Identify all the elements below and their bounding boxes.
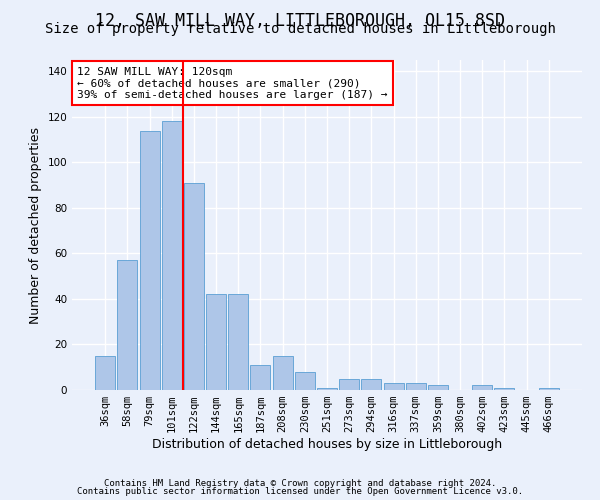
Text: Contains public sector information licensed under the Open Government Licence v3: Contains public sector information licen… bbox=[77, 487, 523, 496]
Bar bbox=[406, 383, 426, 390]
Text: 12 SAW MILL WAY: 120sqm
← 60% of detached houses are smaller (290)
39% of semi-d: 12 SAW MILL WAY: 120sqm ← 60% of detache… bbox=[77, 66, 388, 100]
Bar bbox=[295, 372, 315, 390]
Bar bbox=[250, 365, 271, 390]
Bar bbox=[272, 356, 293, 390]
Bar bbox=[494, 388, 514, 390]
Bar bbox=[383, 383, 404, 390]
Y-axis label: Number of detached properties: Number of detached properties bbox=[29, 126, 42, 324]
Bar bbox=[472, 386, 492, 390]
Bar bbox=[95, 356, 115, 390]
Bar bbox=[361, 378, 382, 390]
X-axis label: Distribution of detached houses by size in Littleborough: Distribution of detached houses by size … bbox=[152, 438, 502, 451]
Bar bbox=[228, 294, 248, 390]
Bar bbox=[428, 386, 448, 390]
Bar bbox=[162, 122, 182, 390]
Text: Contains HM Land Registry data © Crown copyright and database right 2024.: Contains HM Land Registry data © Crown c… bbox=[104, 478, 496, 488]
Bar bbox=[118, 260, 137, 390]
Bar bbox=[339, 378, 359, 390]
Bar bbox=[184, 183, 204, 390]
Bar bbox=[206, 294, 226, 390]
Text: 12, SAW MILL WAY, LITTLEBOROUGH, OL15 8SD: 12, SAW MILL WAY, LITTLEBOROUGH, OL15 8S… bbox=[95, 12, 505, 30]
Bar bbox=[317, 388, 337, 390]
Text: Size of property relative to detached houses in Littleborough: Size of property relative to detached ho… bbox=[44, 22, 556, 36]
Bar bbox=[140, 130, 160, 390]
Bar bbox=[539, 388, 559, 390]
